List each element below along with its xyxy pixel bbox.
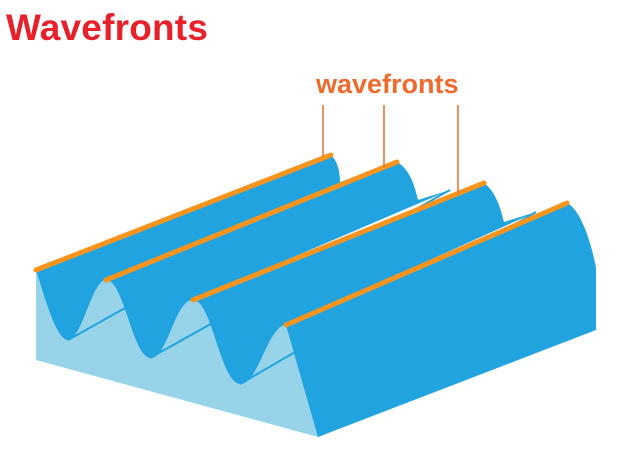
wavefront-line-3 — [190, 180, 487, 303]
wavefront-line-2 — [103, 159, 400, 283]
wave-front-face — [36, 270, 318, 437]
trough-shade-3 — [239, 211, 537, 385]
wave-crest-surface-1 — [36, 155, 368, 340]
wave-crest-surface-3 — [193, 183, 536, 385]
wave-crest-surface-2 — [106, 162, 450, 359]
figure-title: Wavefronts — [6, 7, 209, 48]
wave-crest-surface-4 — [286, 203, 596, 437]
wavefronts-label: wavefronts — [316, 69, 459, 99]
trough-shade-1 — [67, 171, 369, 341]
wavefront-line-1 — [33, 152, 334, 273]
wavefront-line-4 — [283, 200, 570, 328]
